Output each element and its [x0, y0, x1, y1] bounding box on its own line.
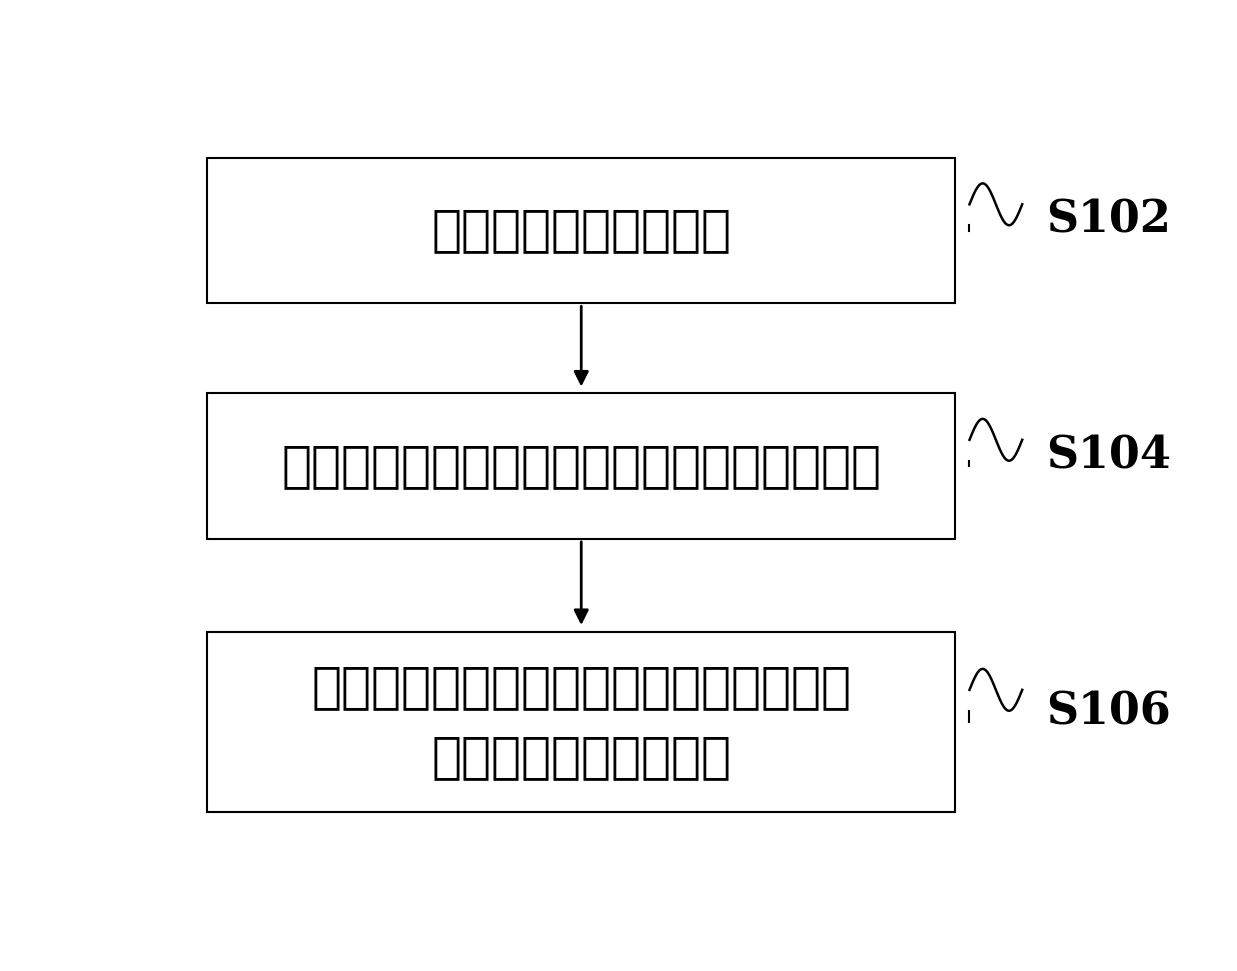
Text: S106: S106	[1047, 690, 1171, 733]
Text: S104: S104	[1047, 434, 1171, 477]
Text: 比较运行曲线图与预设正常曲线图，以确
定储热体是否发生故障: 比较运行曲线图与预设正常曲线图，以确 定储热体是否发生故障	[312, 663, 851, 782]
Bar	[208, 632, 955, 812]
Bar	[208, 393, 955, 539]
Text: 实时采集储热体的温度: 实时采集储热体的温度	[432, 207, 731, 254]
Bar	[208, 157, 955, 303]
Text: S102: S102	[1047, 199, 1171, 242]
Text: 根据采集到的温度，生成储热体的运行曲线图: 根据采集到的温度，生成储热体的运行曲线图	[281, 442, 881, 490]
